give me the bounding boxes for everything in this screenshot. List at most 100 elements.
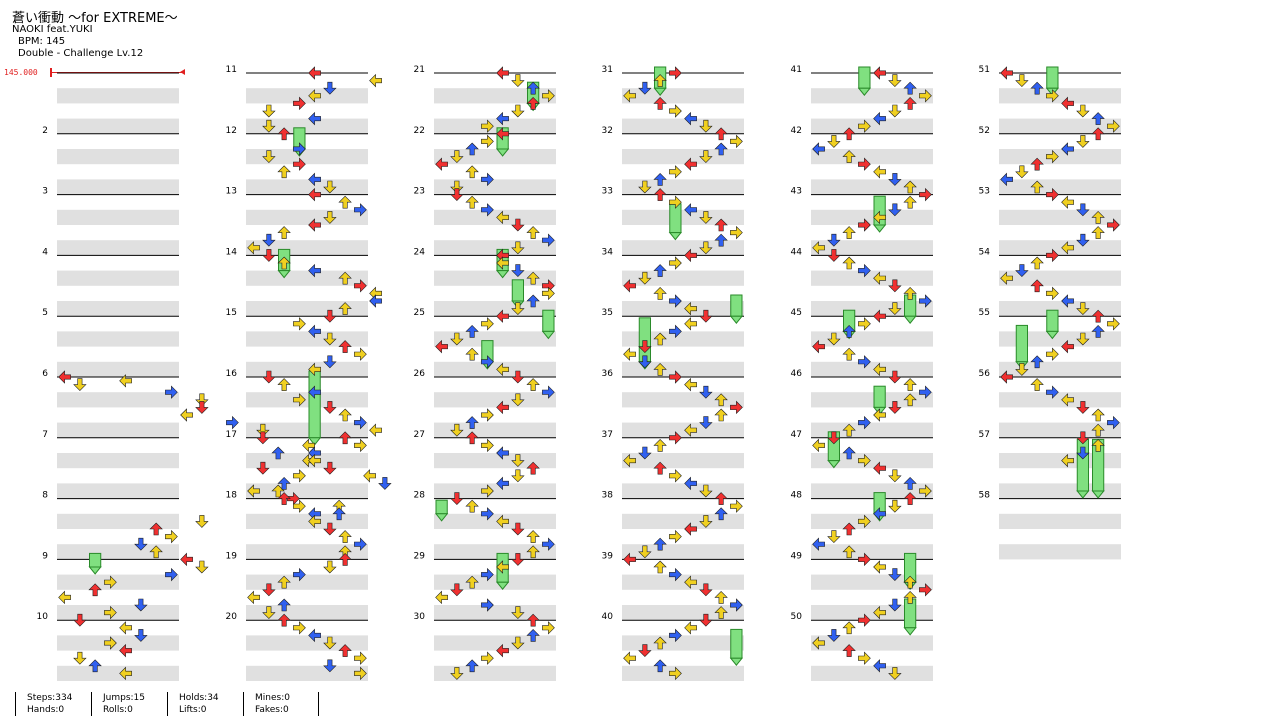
step-arrow (888, 370, 902, 384)
step-arrow (526, 271, 540, 285)
step-arrow (730, 225, 743, 240)
measure-band (811, 453, 933, 469)
step-arrow (277, 598, 291, 612)
measure-band (622, 422, 744, 438)
measure-number: 14 (226, 247, 238, 257)
step-arrow (1091, 210, 1105, 224)
step-arrow (714, 218, 728, 232)
measure-band (622, 240, 744, 256)
step-arrow (903, 378, 917, 391)
measure-number: 36 (602, 369, 614, 379)
stat-steps: Steps:334 (27, 693, 73, 703)
step-arrow (888, 302, 902, 316)
step-arrow (827, 135, 841, 148)
step-arrow (623, 279, 636, 293)
step-arrow (149, 522, 163, 536)
measure-band (57, 301, 179, 317)
step-arrow (669, 628, 682, 643)
step-arrow (165, 529, 178, 544)
measure-band (622, 635, 744, 651)
step-arrow (1030, 256, 1044, 270)
measure-number: 8 (42, 491, 48, 501)
measure-band (999, 331, 1121, 347)
measure-number: 31 (602, 65, 613, 75)
step-arrow (842, 446, 856, 460)
stat-mines: Mines:0 (255, 693, 290, 703)
step-arrow (542, 621, 555, 635)
measure-band (246, 665, 368, 681)
step-arrow (812, 537, 825, 551)
step-arrow (653, 74, 667, 87)
measure-number: 40 (602, 612, 614, 622)
step-arrow (669, 431, 682, 445)
step-arrow (338, 644, 352, 657)
step-arrow (511, 104, 525, 118)
hold-tail (307, 437, 322, 446)
step-arrow (903, 96, 917, 110)
hold-tail (541, 330, 556, 340)
hold-body (308, 370, 321, 439)
step-arrow (1076, 104, 1090, 118)
step-arrow (323, 355, 337, 369)
measure-band (622, 149, 744, 165)
step-arrow (496, 111, 509, 126)
measure-band (434, 422, 556, 438)
measure-band (622, 361, 744, 377)
step-arrow (1107, 317, 1120, 331)
song-bpm: BPM: 145 (18, 36, 66, 47)
step-arrow (873, 560, 886, 574)
step-arrow (873, 507, 886, 521)
step-arrow (308, 453, 321, 468)
song-title: 蒼い衝動 ～for EXTREME～ (12, 11, 178, 26)
step-arrow (1091, 226, 1105, 239)
step-arrow (511, 393, 525, 407)
hold-body (858, 66, 871, 89)
stat-group-jumps: Jumps:15 Rolls:0 (91, 692, 163, 716)
measure-number: 37 (602, 430, 613, 440)
step-arrow (323, 636, 337, 650)
step-arrow (873, 605, 886, 620)
step-arrow (699, 309, 713, 323)
step-arrow (653, 332, 667, 346)
step-arrow (842, 644, 856, 657)
measure-number: 43 (791, 187, 802, 197)
step-arrow (481, 651, 494, 665)
step-arrow (277, 127, 291, 141)
step-arrow (873, 461, 886, 475)
step-arrow (1015, 264, 1029, 278)
step-arrow (858, 651, 871, 665)
step-arrow (88, 583, 102, 597)
measure-band (811, 665, 933, 681)
step-arrow (308, 187, 321, 202)
step-arrow (684, 203, 697, 217)
step-arrow (714, 507, 728, 521)
step-arrow (653, 96, 667, 110)
measure-number: 20 (226, 612, 238, 622)
step-arrow (669, 104, 682, 118)
stat-group-steps: Steps:334 Hands:0 (15, 692, 87, 716)
measure-band (999, 422, 1121, 438)
measure-number: 13 (226, 187, 237, 197)
step-arrow (669, 294, 682, 308)
step-arrow (873, 271, 886, 285)
measure-number: 57 (979, 430, 990, 440)
measure-band (246, 513, 368, 529)
measure-number: 38 (602, 491, 614, 501)
step-arrow (842, 226, 856, 239)
step-arrow (354, 537, 367, 551)
step-arrow (293, 393, 306, 407)
step-arrow (465, 659, 479, 673)
measure-number: 39 (602, 551, 614, 561)
measure-number: 7 (42, 430, 48, 440)
step-arrow (465, 416, 479, 429)
measure-band (57, 544, 179, 560)
measure-band (999, 240, 1121, 256)
measure-band (434, 301, 556, 317)
measure-band (811, 331, 933, 347)
step-arrow (293, 621, 306, 635)
measure-number: 15 (226, 308, 237, 318)
measure-number: 5 (42, 308, 48, 318)
step-arrow (119, 621, 132, 635)
step-arrow (812, 142, 825, 156)
step-arrow (653, 172, 667, 186)
